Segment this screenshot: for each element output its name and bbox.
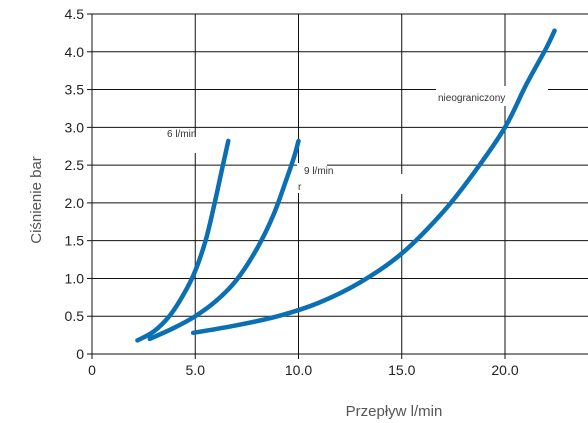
series-line-1	[135, 138, 231, 343]
y-tick-label: 1.5	[65, 233, 85, 249]
y-tick-label: 1.0	[65, 270, 85, 286]
series-labels: 6 l/min 9 l/min nieograniczony r	[167, 93, 505, 193]
x-tick-label: 0	[88, 362, 96, 378]
annotation: r	[298, 182, 302, 193]
series-label-3: nieograniczony	[438, 93, 505, 104]
x-tick-label: 5.0	[186, 362, 206, 378]
series-line-3	[190, 28, 557, 336]
series-line-2	[147, 138, 301, 342]
series-label-2: 9 l/min	[304, 166, 333, 177]
x-axis-label: Przepływ l/min	[346, 403, 443, 420]
x-tick-label: 20.0	[491, 362, 518, 378]
series-lines	[135, 28, 557, 343]
label-background	[297, 163, 327, 193]
y-tick-label: 3.0	[65, 119, 85, 135]
y-tick-label: 4.5	[65, 6, 85, 22]
y-tick-label: 0	[76, 346, 84, 362]
x-tick-label: 10.0	[285, 362, 312, 378]
y-tick-label: 4.0	[65, 44, 85, 60]
y-tick-label: 0.5	[65, 308, 85, 324]
series-label-1: 6 l/min	[167, 129, 196, 140]
y-tick-label: 2.5	[65, 157, 85, 173]
label-background	[343, 174, 421, 194]
y-axis-label: Ciśnienie bar	[28, 156, 45, 244]
y-tick-label: 2.0	[65, 195, 85, 211]
x-tick-labels: 0 5.0 10.0 15.0 20.0	[88, 362, 519, 378]
y-tick-label: 3.5	[65, 82, 85, 98]
grid	[87, 13, 588, 359]
y-tick-labels: 0 0.5 1.0 1.5 2.0 2.5 3.0 3.5 4.0 4.5	[65, 6, 85, 362]
label-background	[142, 137, 220, 153]
x-tick-label: 15.0	[388, 362, 415, 378]
